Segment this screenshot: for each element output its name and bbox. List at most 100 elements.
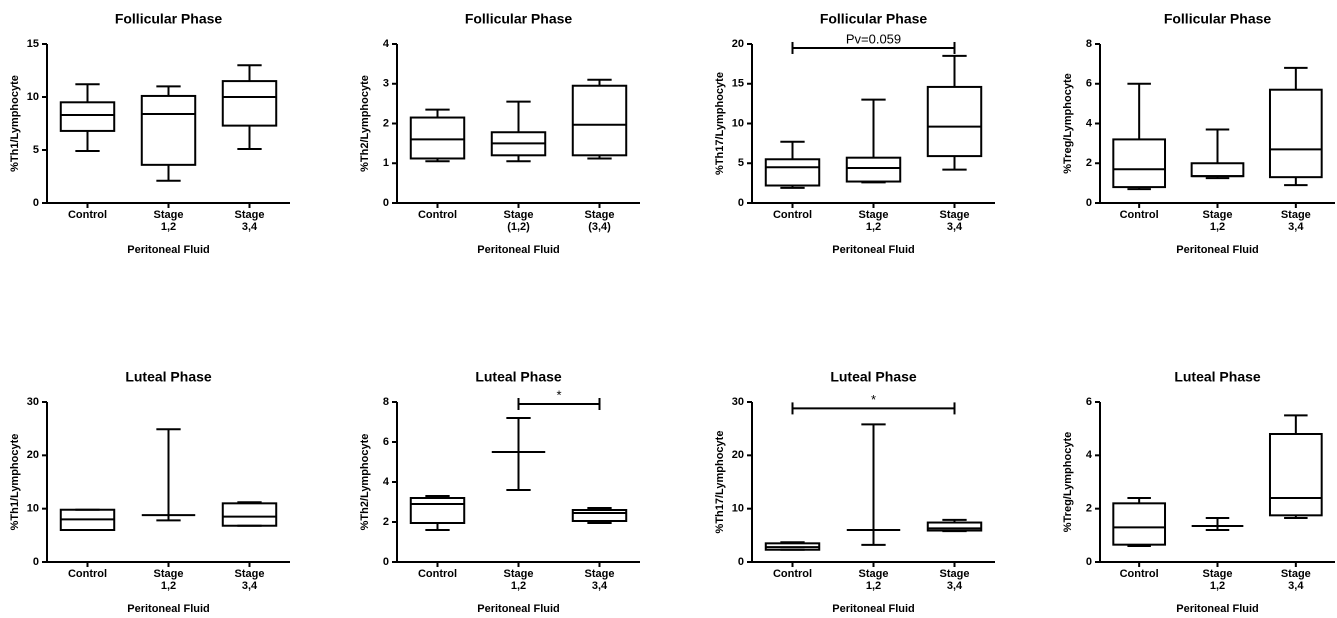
x-axis-label: Peritoneal Fluid (477, 244, 560, 256)
y-tick-label: 8 (1086, 38, 1092, 50)
box (926, 521, 983, 532)
y-tick-label: 0 (738, 197, 744, 209)
x-tick-label: Control (67, 209, 108, 221)
y-tick-label: 2 (383, 117, 389, 129)
chart-title: Luteal Phase (1174, 369, 1261, 385)
x-tick-label: Stage 3,4 (1280, 568, 1311, 592)
x-tick-label: Stage 1,2 (858, 568, 889, 592)
x-axis-label: Peritoneal Fluid (127, 603, 210, 615)
box (1190, 162, 1245, 178)
y-tick-label: 0 (1086, 556, 1092, 568)
chart-title: Follicular Phase (115, 11, 223, 27)
x-tick-label: Control (67, 568, 108, 580)
box (140, 94, 197, 166)
box (59, 101, 116, 132)
y-tick-label: 2 (1086, 503, 1092, 515)
y-tick-label: 0 (738, 556, 744, 568)
box (1112, 138, 1167, 189)
box (571, 84, 628, 157)
y-tick-label: 5 (33, 144, 39, 156)
x-tick-label: Stage 3,4 (1280, 209, 1311, 233)
annotation: * (556, 387, 561, 402)
x-tick-label: Stage 3,4 (939, 209, 970, 233)
y-tick-label: 20 (732, 38, 744, 50)
x-tick-label: Stage 3,4 (234, 568, 265, 592)
box (221, 80, 278, 127)
y-tick-label: 2 (383, 516, 389, 528)
x-axis-label: Peritoneal Fluid (1176, 603, 1259, 615)
box (409, 497, 466, 524)
x-tick-label: Stage (1,2) (503, 209, 534, 233)
y-tick-label: 20 (27, 449, 39, 461)
x-tick-label: Stage (3,4) (584, 209, 615, 233)
y-axis-label: %Treg/Lymphocyte (1062, 432, 1074, 532)
x-tick-label: Control (772, 568, 813, 580)
chart-title: Follicular Phase (820, 11, 928, 27)
y-axis-label: %Treg/Lymphocyte (1062, 73, 1074, 173)
y-tick-label: 2 (1086, 157, 1092, 169)
y-tick-label: 5 (738, 157, 744, 169)
y-tick-label: 0 (383, 556, 389, 568)
y-tick-label: 4 (1086, 449, 1093, 461)
x-axis-label: Peritoneal Fluid (127, 244, 210, 256)
y-axis-label: %Th1/Lymphocyte (9, 75, 21, 172)
x-tick-label: Stage 3,4 (234, 209, 265, 233)
y-tick-label: 10 (732, 503, 744, 515)
x-tick-label: Stage 3,4 (584, 568, 615, 592)
x-tick-label: Stage 1,2 (153, 568, 184, 592)
y-tick-label: 30 (27, 396, 39, 408)
chart-title: Luteal Phase (475, 369, 562, 385)
y-tick-label: 20 (732, 449, 744, 461)
y-tick-label: 10 (27, 91, 39, 103)
x-tick-label: Control (1119, 568, 1159, 580)
x-tick-label: Control (772, 209, 813, 221)
box (221, 502, 278, 527)
x-tick-label: Stage 1,2 (858, 209, 889, 233)
y-tick-label: 15 (732, 78, 744, 90)
y-tick-label: 30 (732, 396, 744, 408)
x-axis-label: Peritoneal Fluid (1176, 244, 1259, 256)
box (1112, 502, 1167, 546)
chart-title: Luteal Phase (125, 369, 212, 385)
y-tick-label: 0 (33, 556, 39, 568)
box (409, 116, 466, 160)
y-tick-label: 1 (383, 157, 389, 169)
x-tick-label: Control (417, 209, 458, 221)
x-axis-label: Peritoneal Fluid (832, 244, 915, 256)
x-tick-label: Stage 1,2 (153, 209, 184, 233)
x-axis-label: Peritoneal Fluid (477, 603, 560, 615)
y-tick-label: 0 (383, 197, 389, 209)
y-axis-label: %Th17/Lymphocyte (714, 431, 726, 534)
y-tick-label: 15 (27, 38, 39, 50)
y-axis-label: %Th1/Lymphocyte (9, 434, 21, 531)
x-tick-label: Stage 1,2 (1202, 209, 1233, 233)
box (1268, 433, 1323, 517)
box (571, 509, 628, 522)
y-tick-label: 6 (1086, 78, 1092, 90)
y-tick-label: 0 (1086, 197, 1092, 209)
x-axis-label: Peritoneal Fluid (832, 603, 915, 615)
box (764, 158, 821, 187)
box (1268, 88, 1323, 179)
chart-title: Follicular Phase (1164, 11, 1272, 27)
x-tick-label: Stage 1,2 (503, 568, 534, 592)
y-tick-label: 4 (383, 476, 390, 488)
y-tick-label: 10 (27, 503, 39, 515)
y-tick-label: 8 (383, 396, 389, 408)
y-tick-label: 10 (732, 117, 744, 129)
y-tick-label: 4 (1086, 117, 1093, 129)
y-tick-label: 4 (383, 38, 390, 50)
x-tick-label: Stage 1,2 (1202, 568, 1233, 592)
y-tick-label: 3 (383, 78, 389, 90)
chart-title: Luteal Phase (830, 369, 917, 385)
y-tick-label: 0 (33, 197, 39, 209)
y-axis-label: %Th17/Lymphocyte (714, 72, 726, 175)
x-tick-label: Stage 3,4 (939, 568, 970, 592)
annotation: Pv=0.059 (846, 31, 901, 46)
box (845, 156, 902, 183)
y-axis-label: %Th2/Lymphocyte (359, 75, 371, 172)
annotation: * (871, 392, 876, 407)
x-tick-label: Control (417, 568, 458, 580)
